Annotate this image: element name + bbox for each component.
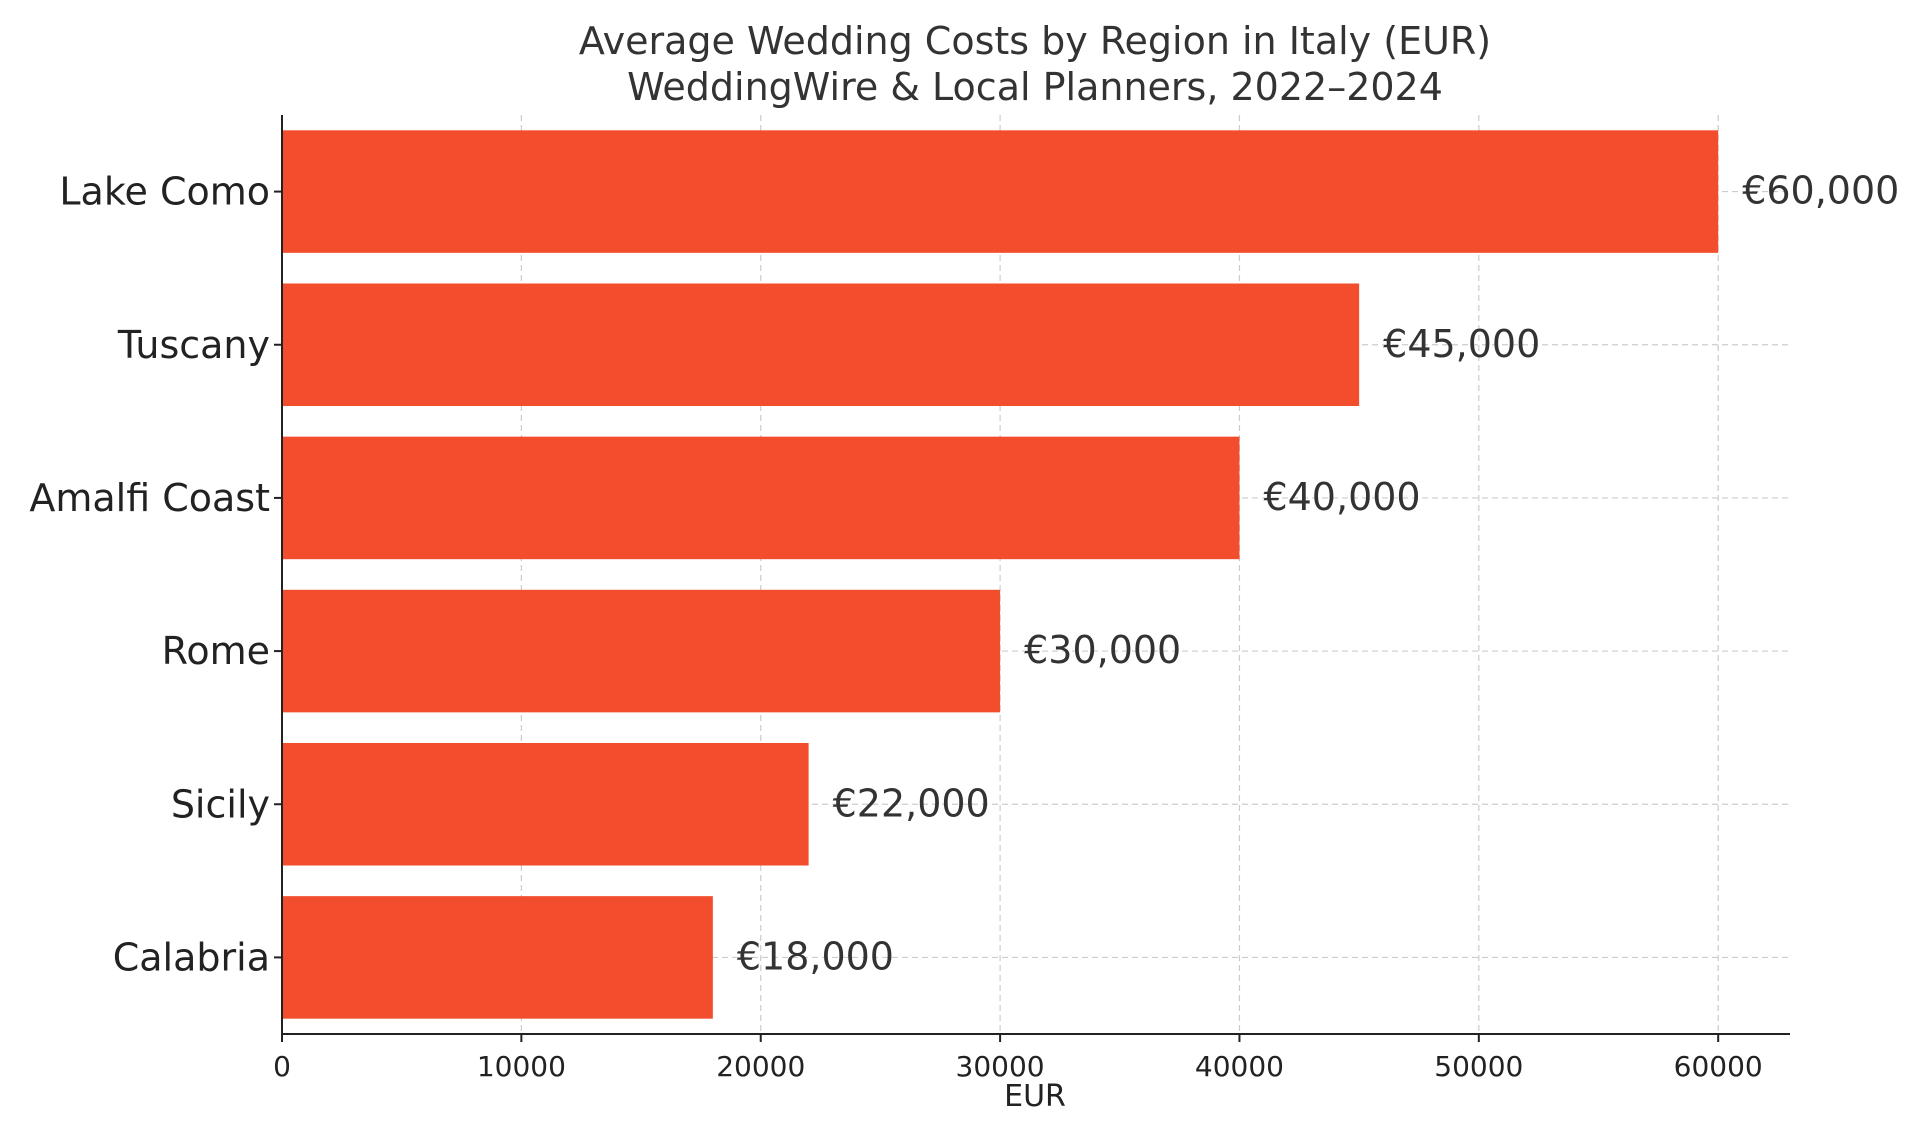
chart-subtitle: WeddingWire & Local Planners, 2022–2024 <box>627 65 1443 109</box>
labels: 0 10000 20000 30000 40000 50000 60000 Lake Como… <box>29 169 1899 1083</box>
data-label: €40,000 <box>1263 475 1420 519</box>
bar <box>282 283 1360 407</box>
x-axis-label: EUR <box>1004 1079 1066 1114</box>
bar <box>282 130 1719 253</box>
bar <box>282 589 1001 713</box>
x-tick-label: 40000 <box>1195 1050 1284 1083</box>
data-label: €45,000 <box>1383 322 1540 366</box>
bars <box>282 130 1719 1019</box>
y-tick-label: Sicily <box>171 782 270 826</box>
bar <box>282 896 713 1019</box>
data-label: €60,000 <box>1742 169 1899 213</box>
x-tick-label: 20000 <box>716 1050 805 1083</box>
y-tick-label: Tuscany <box>117 323 270 367</box>
data-label: €18,000 <box>737 934 894 978</box>
x-tick-label: 30000 <box>956 1050 1045 1083</box>
data-label: €30,000 <box>1024 628 1181 672</box>
data-label: €22,000 <box>833 781 990 825</box>
x-tick-label: 60000 <box>1674 1050 1763 1083</box>
x-tick-label: 50000 <box>1434 1050 1523 1083</box>
y-tick-label: Calabria <box>113 935 270 979</box>
chart-title: Average Wedding Costs by Region in Italy… <box>579 19 1491 63</box>
y-tick-label: Amalfi Coast <box>29 476 270 520</box>
axes <box>274 115 1790 1042</box>
y-tick-label: Rome <box>162 629 270 673</box>
x-tick-label: 10000 <box>477 1050 566 1083</box>
bar <box>282 742 809 866</box>
y-tick-label: Lake Como <box>59 170 270 214</box>
bar <box>282 436 1240 560</box>
x-tick-label: 0 <box>273 1050 291 1083</box>
